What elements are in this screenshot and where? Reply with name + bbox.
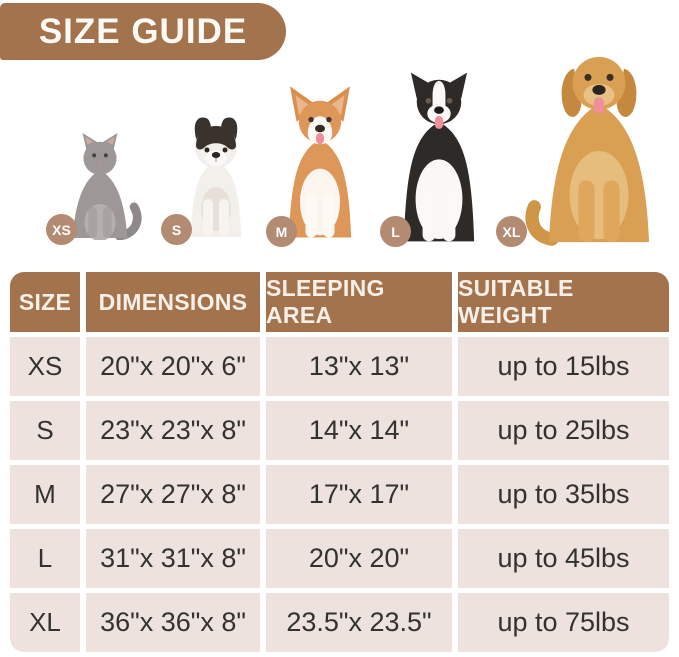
pet-size-illustrations: XS S M L XL xyxy=(0,0,679,260)
cell-dimensions-m: 27"x 27"x 8" xyxy=(86,465,260,524)
size-table: SIZE DIMENSIONS SLEEPING AREA SUITABLE W… xyxy=(10,272,669,652)
cell-dimensions-l: 31"x 31"x 8" xyxy=(86,529,260,588)
cell-sleeping-area-m: 17"x 17" xyxy=(266,465,452,524)
column-header-sleeping-area: SLEEPING AREA xyxy=(266,272,452,332)
size-guide-banner: SIZE GUIDE xyxy=(0,3,286,60)
cell-suitable-weight-xl: up to 75lbs xyxy=(458,593,669,652)
border-collie-icon xyxy=(380,68,498,246)
cell-dimensions-xl: 36"x 36"x 8" xyxy=(86,593,260,652)
cat-icon xyxy=(50,131,150,240)
badge-xl: XL xyxy=(496,216,527,247)
cell-sleeping-area-xs: 13"x 13" xyxy=(266,337,452,396)
cell-suitable-weight-xs: up to 15lbs xyxy=(458,337,669,396)
corgi-icon xyxy=(264,84,376,242)
cell-sleeping-area-xl: 23.5"x 23.5" xyxy=(266,593,452,652)
column-header-size: SIZE xyxy=(10,272,80,332)
golden-retriever-icon xyxy=(524,48,674,248)
cell-suitable-weight-l: up to 45lbs xyxy=(458,529,669,588)
cell-suitable-weight-m: up to 35lbs xyxy=(458,465,669,524)
cell-sleeping-area-l: 20"x 20" xyxy=(266,529,452,588)
cell-suitable-weight-s: up to 25lbs xyxy=(458,401,669,460)
badge-s: S xyxy=(161,214,192,245)
cell-size-xl: XL xyxy=(10,593,80,652)
cell-sleeping-area-s: 14"x 14" xyxy=(266,401,452,460)
cell-size-s: S xyxy=(10,401,80,460)
french-bulldog-icon xyxy=(166,112,266,240)
badge-l: L xyxy=(380,216,411,247)
badge-m: M xyxy=(266,216,297,247)
cell-size-l: L xyxy=(10,529,80,588)
cell-size-xs: XS xyxy=(10,337,80,396)
column-header-suitable-weight: SUITABLE WEIGHT xyxy=(458,272,669,332)
cell-size-m: M xyxy=(10,465,80,524)
cell-dimensions-s: 23"x 23"x 8" xyxy=(86,401,260,460)
cell-dimensions-xs: 20"x 20"x 6" xyxy=(86,337,260,396)
page-title: SIZE GUIDE xyxy=(38,11,248,51)
badge-xs: XS xyxy=(46,214,77,245)
column-header-dimensions: DIMENSIONS xyxy=(86,272,260,332)
